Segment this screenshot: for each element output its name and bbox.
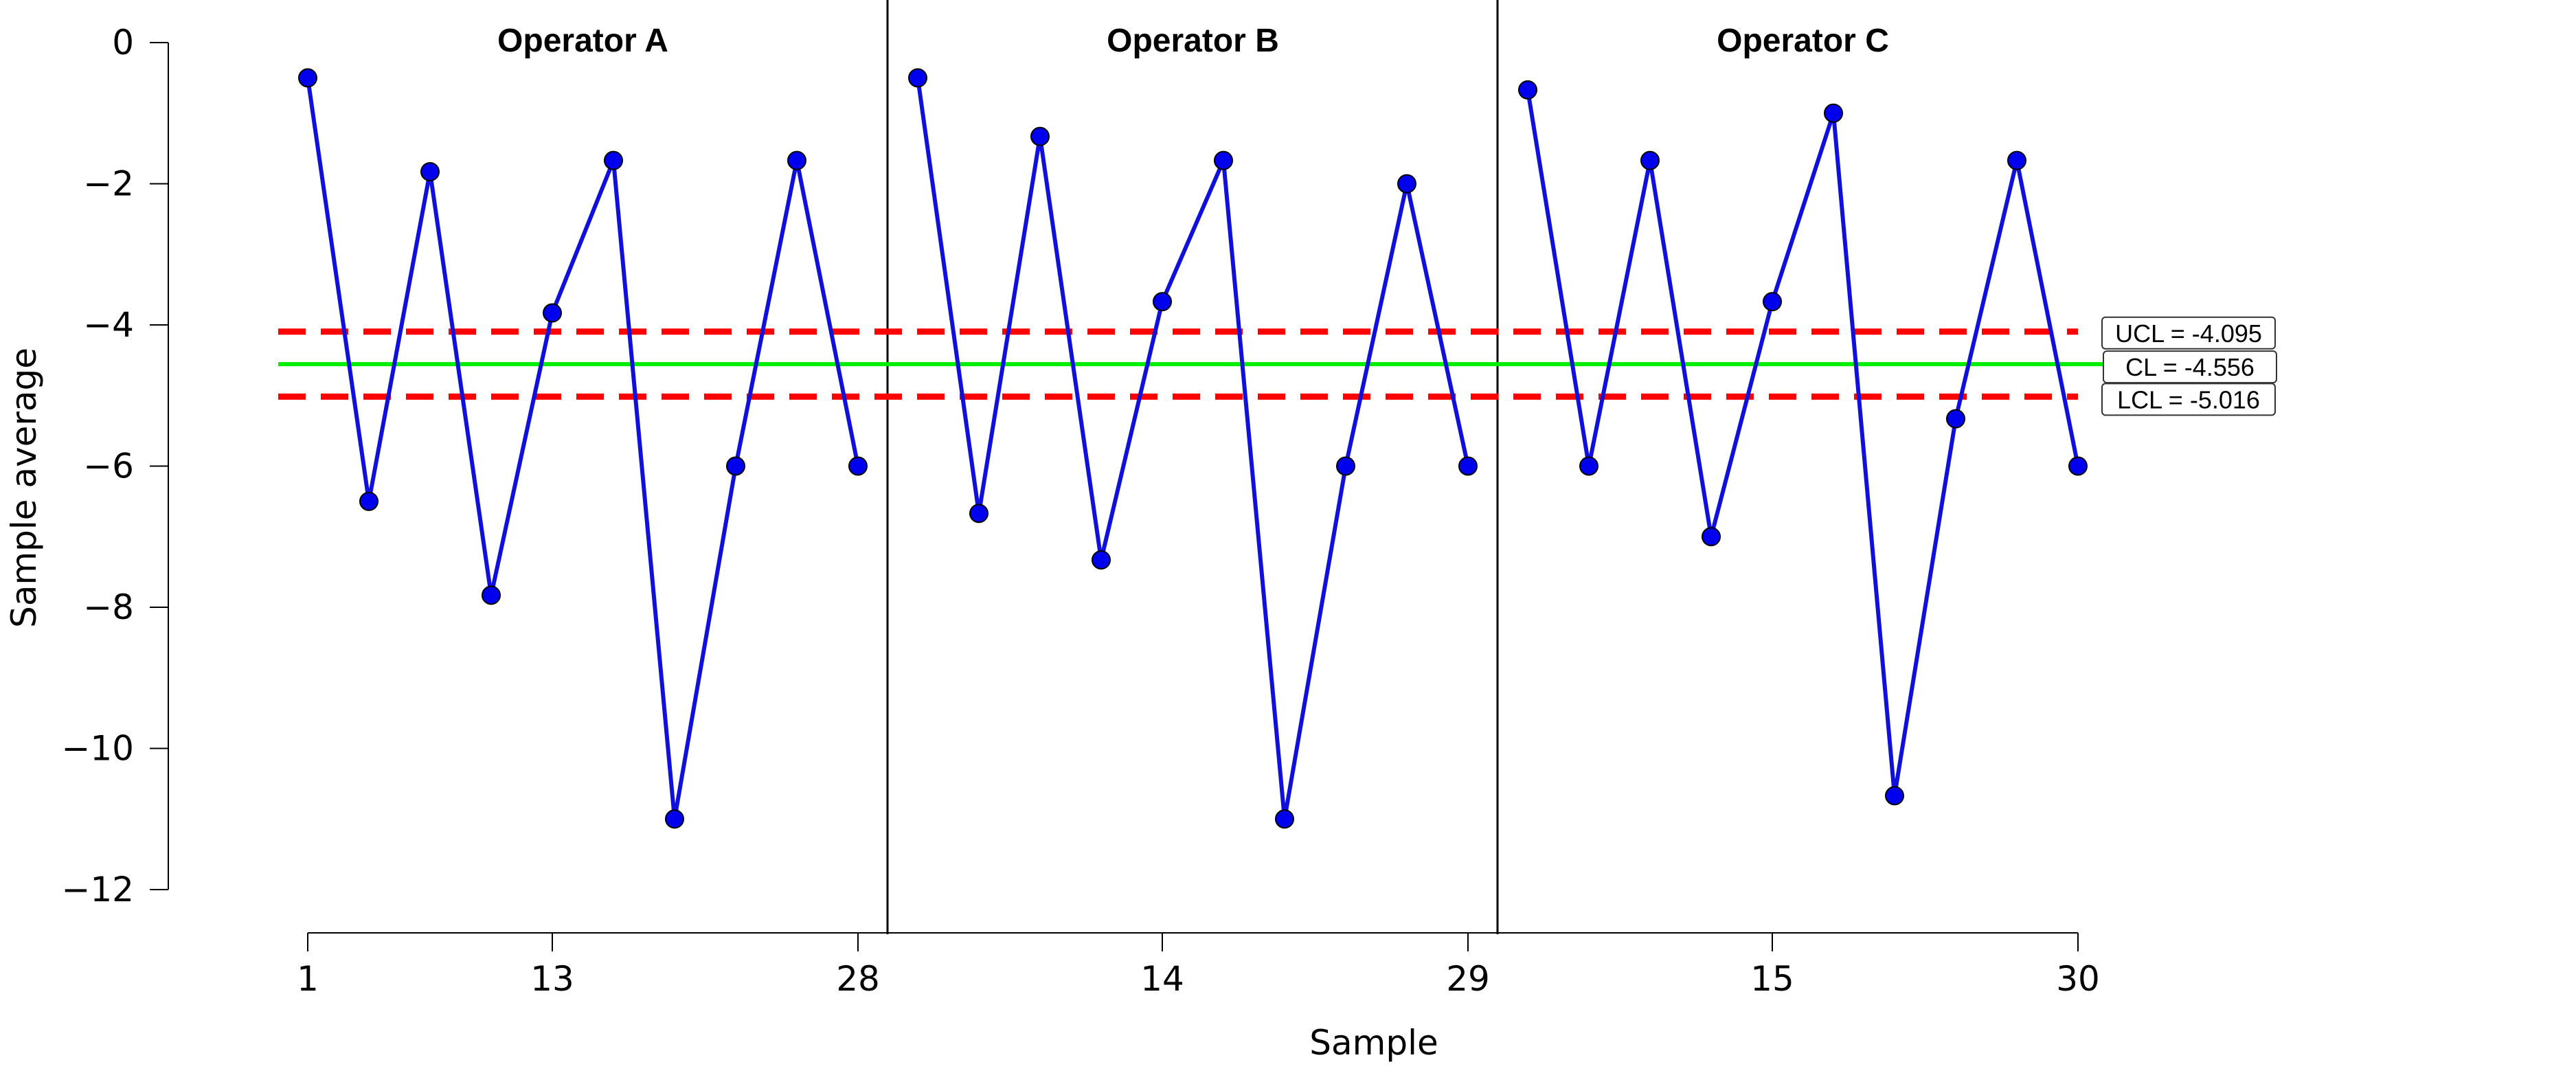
data-point-panel-3-3 bbox=[1640, 150, 1660, 170]
data-point-panel-3-10 bbox=[2068, 456, 2088, 476]
data-point-panel-1-10 bbox=[848, 456, 868, 476]
data-point-panel-2-10 bbox=[1458, 456, 1478, 476]
data-point-panel-2-1 bbox=[908, 68, 927, 88]
data-point-panel-1-6 bbox=[604, 150, 623, 170]
x-tick-label-1: 1 bbox=[297, 959, 319, 999]
series-line-panel-2 bbox=[916, 77, 1470, 822]
lcl-label-text: LCL = -5.016 bbox=[2117, 385, 2260, 414]
data-point-panel-3-1 bbox=[1518, 80, 1537, 100]
data-point-panel-2-2 bbox=[969, 504, 988, 523]
ucl-label-box bbox=[2101, 316, 2276, 350]
data-point-panel-2-3 bbox=[1030, 126, 1050, 146]
cl-label: CL = -4.556 bbox=[2103, 350, 2277, 384]
data-point-panel-2-7 bbox=[1275, 809, 1294, 829]
panel-title-2: Operator B bbox=[1107, 23, 1279, 59]
data-point-panel-2-6 bbox=[1214, 150, 1233, 170]
x-tick-label-7: 30 bbox=[2056, 959, 2100, 999]
x-tick-label-4: 14 bbox=[1140, 959, 1184, 999]
data-point-panel-3-8 bbox=[1946, 409, 1965, 429]
data-point-panel-1-4 bbox=[482, 585, 501, 605]
data-point-panel-2-9 bbox=[1397, 174, 1416, 194]
data-point-panel-3-2 bbox=[1579, 456, 1598, 476]
x-tick-label-2: 13 bbox=[530, 959, 574, 999]
x-axis-label: Sample bbox=[1309, 1023, 1438, 1063]
data-point-panel-3-5 bbox=[1763, 292, 1782, 312]
data-point-panel-2-4 bbox=[1092, 550, 1111, 570]
lcl-label: LCL = -5.016 bbox=[2101, 383, 2276, 416]
data-point-panel-1-3 bbox=[420, 162, 440, 182]
panel-dividers bbox=[886, 0, 1499, 934]
y-tick-label-7: −12 bbox=[61, 870, 134, 910]
data-point-panel-1-9 bbox=[787, 150, 806, 170]
series-line-panel-3 bbox=[1526, 89, 2080, 798]
y-tick-label-1: 0 bbox=[112, 23, 134, 63]
ucl-label-text: UCL = -4.095 bbox=[2115, 319, 2262, 348]
cl-label-text: CL = -4.556 bbox=[2125, 353, 2255, 381]
data-point-panel-1-8 bbox=[726, 456, 745, 476]
y-tick-label-4: −6 bbox=[83, 447, 134, 486]
data-point-panel-3-7 bbox=[1885, 786, 1904, 806]
panel-titles: Operator A Operator B Operator C bbox=[497, 23, 1889, 59]
y-tick-label-5: −8 bbox=[83, 587, 134, 627]
x-tick-label-6: 15 bbox=[1750, 959, 1794, 999]
x-tick-label-3: 28 bbox=[836, 959, 880, 999]
y-tick-label-2: −2 bbox=[83, 164, 134, 204]
ucl-label: UCL = -4.095 bbox=[2101, 316, 2276, 350]
data-point-panel-2-5 bbox=[1153, 292, 1172, 312]
axes: 0 −2 −4 −6 −8 −10 −12 1 13 28 14 29 15 30 bbox=[61, 23, 2099, 999]
lcl-label-box bbox=[2101, 383, 2276, 416]
control-limits bbox=[278, 328, 2105, 400]
data-point-panel-3-4 bbox=[1702, 527, 1721, 547]
panel-title-1: Operator A bbox=[497, 23, 668, 59]
data-point-panel-2-8 bbox=[1336, 456, 1355, 476]
y-axis-label: Sample average bbox=[4, 348, 44, 628]
data-point-panel-1-2 bbox=[359, 491, 379, 511]
data-point-panel-1-5 bbox=[543, 303, 562, 323]
y-tick-label-6: −10 bbox=[61, 729, 134, 769]
data-point-panel-3-9 bbox=[2007, 150, 2026, 170]
panel-title-3: Operator C bbox=[1717, 23, 1889, 59]
cl-label-box bbox=[2103, 350, 2277, 384]
data-point-panel-3-6 bbox=[1824, 103, 1843, 123]
series-line-panel-1 bbox=[306, 77, 860, 822]
y-tick-label-3: −4 bbox=[83, 305, 134, 345]
data-point-panel-1-1 bbox=[298, 68, 317, 88]
limit-labels: UCL = -4.095 CL = -4.556 LCL = -5.016 bbox=[2101, 316, 2277, 416]
data-point-panel-1-7 bbox=[665, 809, 684, 829]
data-series bbox=[298, 68, 2088, 829]
x-tick-label-5: 29 bbox=[1446, 959, 1490, 999]
